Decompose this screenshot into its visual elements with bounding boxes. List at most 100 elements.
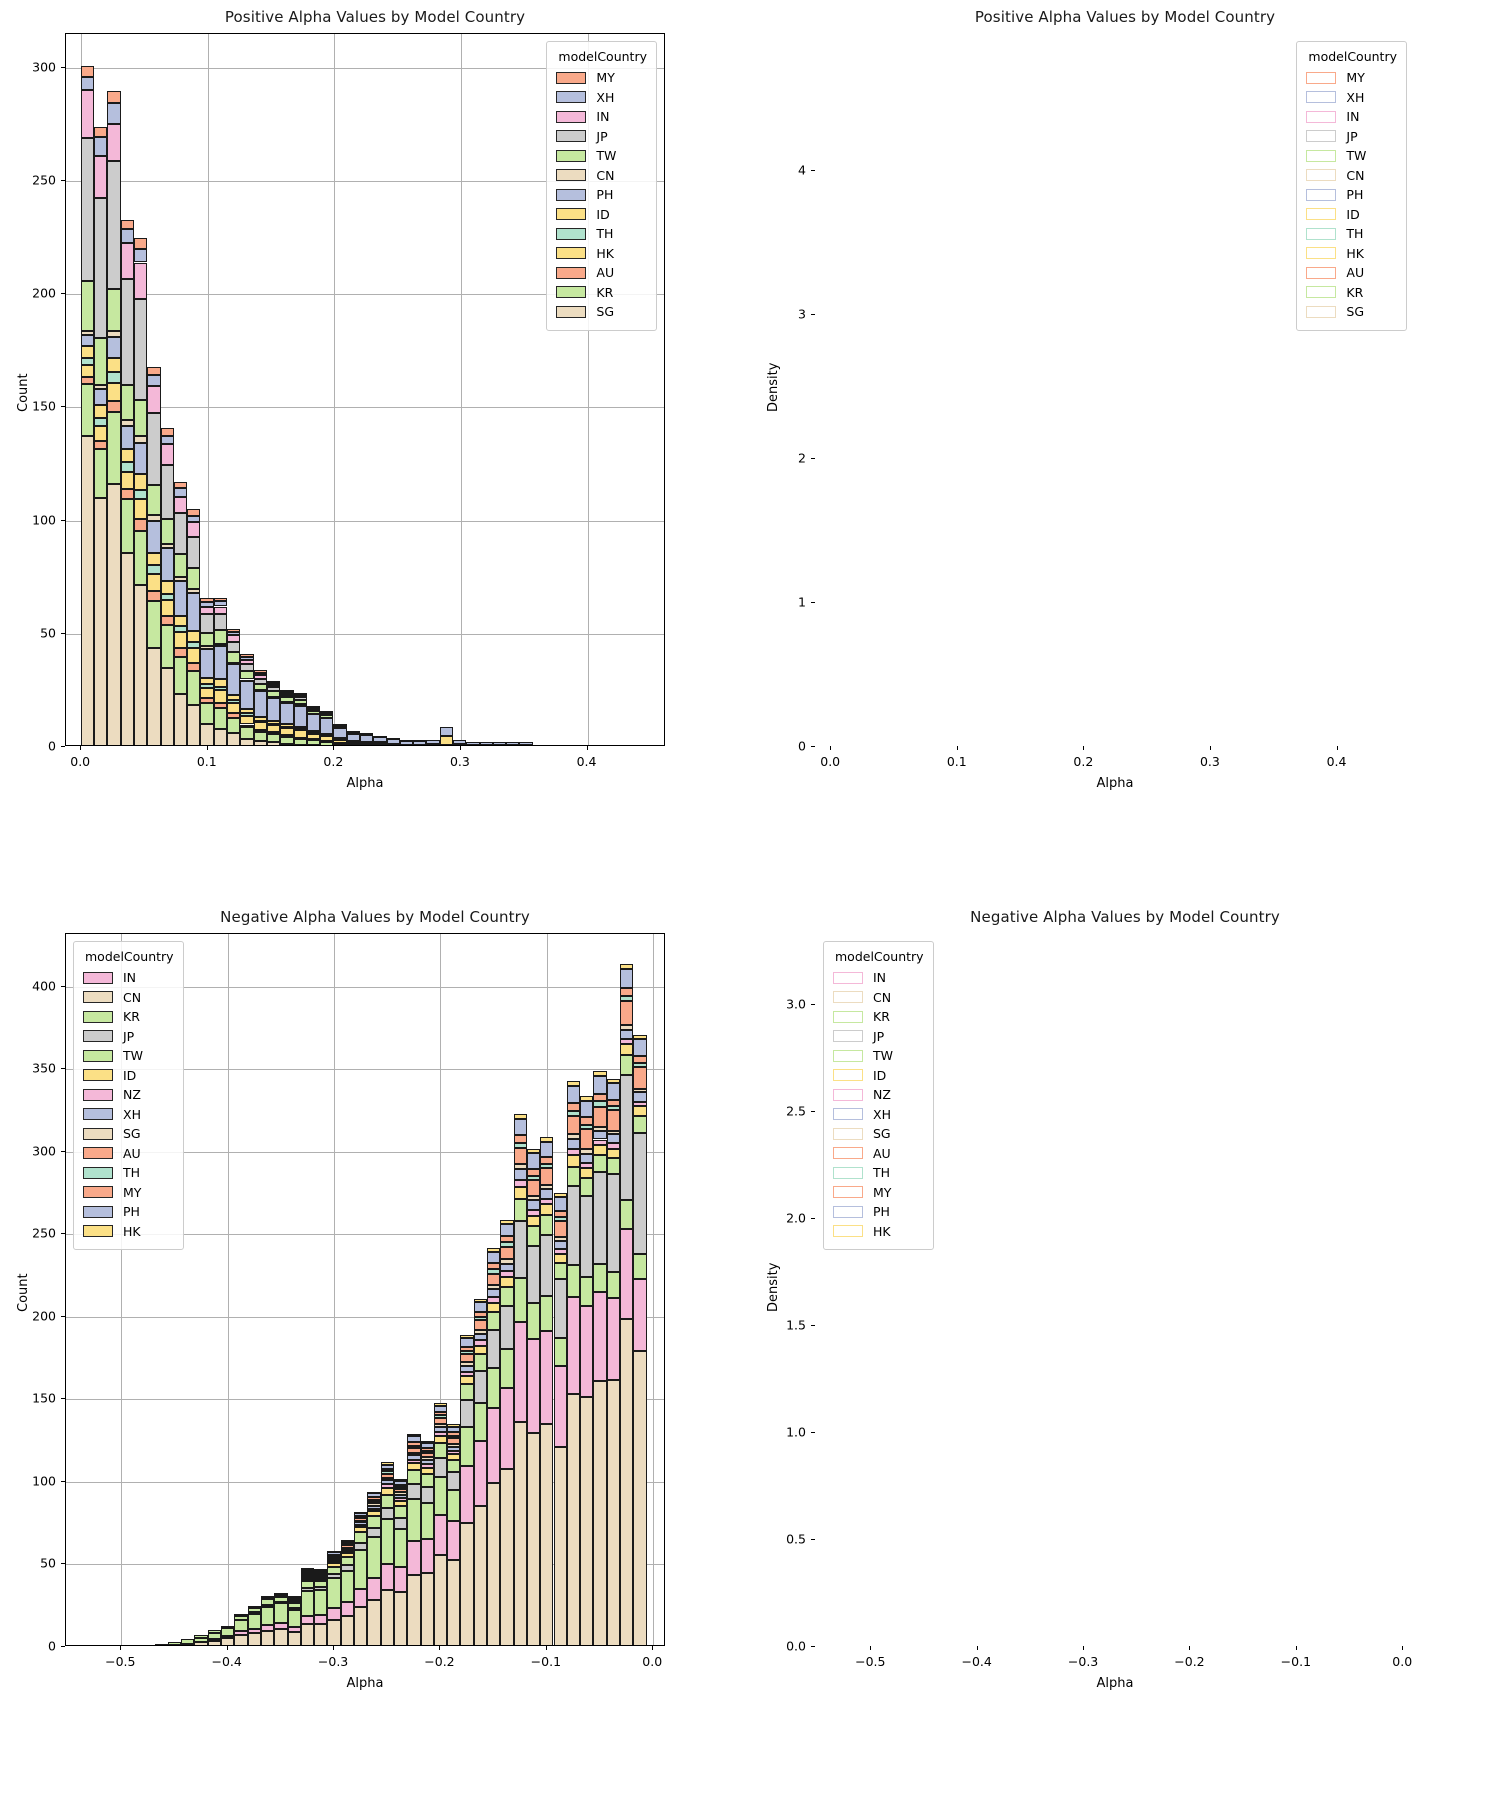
bar-segment [340,1570,355,1603]
bar-segment [619,995,634,1001]
legend-item-cn[interactable]: CN [1306,166,1397,186]
gridline-vertical [121,934,123,1645]
legend-item-ph[interactable]: PH [833,1202,924,1222]
legend-item-au[interactable]: AU [83,1144,174,1164]
legend-item-th[interactable]: TH [1306,224,1397,244]
legend-item-jp[interactable]: JP [1306,127,1397,147]
legend-item-kr[interactable]: KR [1306,283,1397,303]
legend-item-au[interactable]: AU [833,1144,924,1164]
bar-segment [120,242,135,280]
legend-item-cn[interactable]: CN [556,166,647,186]
legend-item-th[interactable]: TH [556,224,647,244]
y-tick-mark [61,1646,65,1647]
legend-item-my[interactable]: MY [83,1183,174,1203]
bar-segment [187,568,201,590]
x-tick-label: 0.0 [1392,1654,1413,1669]
legend-item-cn[interactable]: CN [833,988,924,1008]
legend-label: MY [873,1184,892,1200]
legend-item-id[interactable]: ID [556,205,647,225]
bar-segment [160,593,174,600]
bar-segment [487,1284,501,1290]
bar-segment [94,388,108,406]
legend-item-nz[interactable]: NZ [83,1085,174,1105]
legend-item-ph[interactable]: PH [1306,185,1397,205]
legend-item-sg[interactable]: SG [83,1124,174,1144]
legend-item-id[interactable]: ID [833,1066,924,1086]
legend-item-jp[interactable]: JP [83,1027,174,1047]
legend-item-kr[interactable]: KR [833,1007,924,1027]
legend-item-xh[interactable]: XH [1306,88,1397,108]
legend-item-sg[interactable]: SG [556,302,647,322]
legend-item-tw[interactable]: TW [83,1046,174,1066]
legend-top-left[interactable]: modelCountry MY XH IN JP TW CN PH ID TH HK AU KR SG [546,41,657,331]
legend-swatch-xh [833,1108,863,1121]
legend-item-jp[interactable]: JP [833,1027,924,1047]
legend-swatch-jp [833,1030,863,1043]
bar-segment [553,1337,567,1366]
legend-rows: MY XH IN JP TW CN PH ID TH HK AU KR SG [1306,68,1397,322]
legend-item-my[interactable]: MY [833,1183,924,1203]
x-tick-label: −0.4 [961,1654,992,1669]
legend-item-kr[interactable]: KR [556,283,647,303]
bar-segment [399,740,414,743]
legend-item-in[interactable]: IN [556,107,647,127]
legend-item-id[interactable]: ID [1306,205,1397,225]
legend-item-cn[interactable]: CN [83,988,174,1008]
legend-item-tw[interactable]: TW [833,1046,924,1066]
y-tick-label: 300 [32,1143,56,1159]
bar-segment [593,1139,607,1145]
bar-segment [606,1099,620,1107]
legend-label: TW [123,1048,143,1064]
legend-item-hk[interactable]: HK [83,1222,174,1242]
legend-item-in[interactable]: IN [1306,107,1397,127]
legend-item-id[interactable]: ID [83,1066,174,1086]
bar-segment [181,1644,195,1645]
legend-item-sg[interactable]: SG [1306,302,1397,322]
legend-item-th[interactable]: TH [83,1163,174,1183]
legend-item-in[interactable]: IN [833,968,924,988]
legend-bottom-left[interactable]: modelCountry IN CN KR JP TW ID NZ XH SG AU TH MY PH H… [73,941,184,1250]
bar-segment [420,1474,434,1488]
legend-item-th[interactable]: TH [833,1163,924,1183]
legend-item-my[interactable]: MY [556,68,647,88]
bar-segment [433,1424,448,1428]
legend-bottom-right[interactable]: modelCountry IN CN KR JP TW ID NZ XH SG AU TH MY PH H… [823,941,934,1250]
x-tick-mark [459,746,461,750]
legend-item-in[interactable]: IN [83,968,174,988]
legend-item-tw[interactable]: TW [1306,146,1397,166]
legend-item-nz[interactable]: NZ [833,1085,924,1105]
legend-item-ph[interactable]: PH [556,185,647,205]
bar-segment [487,1289,501,1298]
legend-top-right[interactable]: modelCountry MY XH IN JP TW CN PH ID TH HK AU KR SG [1296,41,1407,331]
legend-item-kr[interactable]: KR [83,1007,174,1027]
legend-item-hk[interactable]: HK [556,244,647,264]
x-tick-mark [1336,746,1338,750]
legend-item-au[interactable]: AU [556,263,647,283]
legend-item-xh[interactable]: XH [83,1105,174,1125]
bar-segment [453,740,467,745]
bar-segment [134,442,148,475]
bar-segment [167,1644,182,1645]
bar-segment [320,717,334,734]
legend-swatch-my [556,71,587,84]
bar-segment [320,733,334,736]
y-tick-label: 150 [32,1390,56,1406]
y-tick-label: 50 [40,1555,56,1571]
bar-segment [94,126,108,138]
legend-item-my[interactable]: MY [1306,68,1397,88]
bar-segment [147,413,161,486]
legend-item-tw[interactable]: TW [556,146,647,166]
legend-item-xh[interactable]: XH [556,88,647,108]
legend-item-hk[interactable]: HK [833,1222,924,1242]
legend-item-sg[interactable]: SG [833,1124,924,1144]
legend-item-xh[interactable]: XH [833,1105,924,1125]
bar-segment [393,1591,408,1645]
legend-item-hk[interactable]: HK [1306,244,1397,264]
legend-item-ph[interactable]: PH [83,1202,174,1222]
bar-segment [540,1214,554,1235]
bar-segment [407,1574,421,1645]
bar-segment [200,614,214,633]
legend-item-au[interactable]: AU [1306,263,1397,283]
legend-item-jp[interactable]: JP [556,127,647,147]
bar-segment [120,448,135,463]
